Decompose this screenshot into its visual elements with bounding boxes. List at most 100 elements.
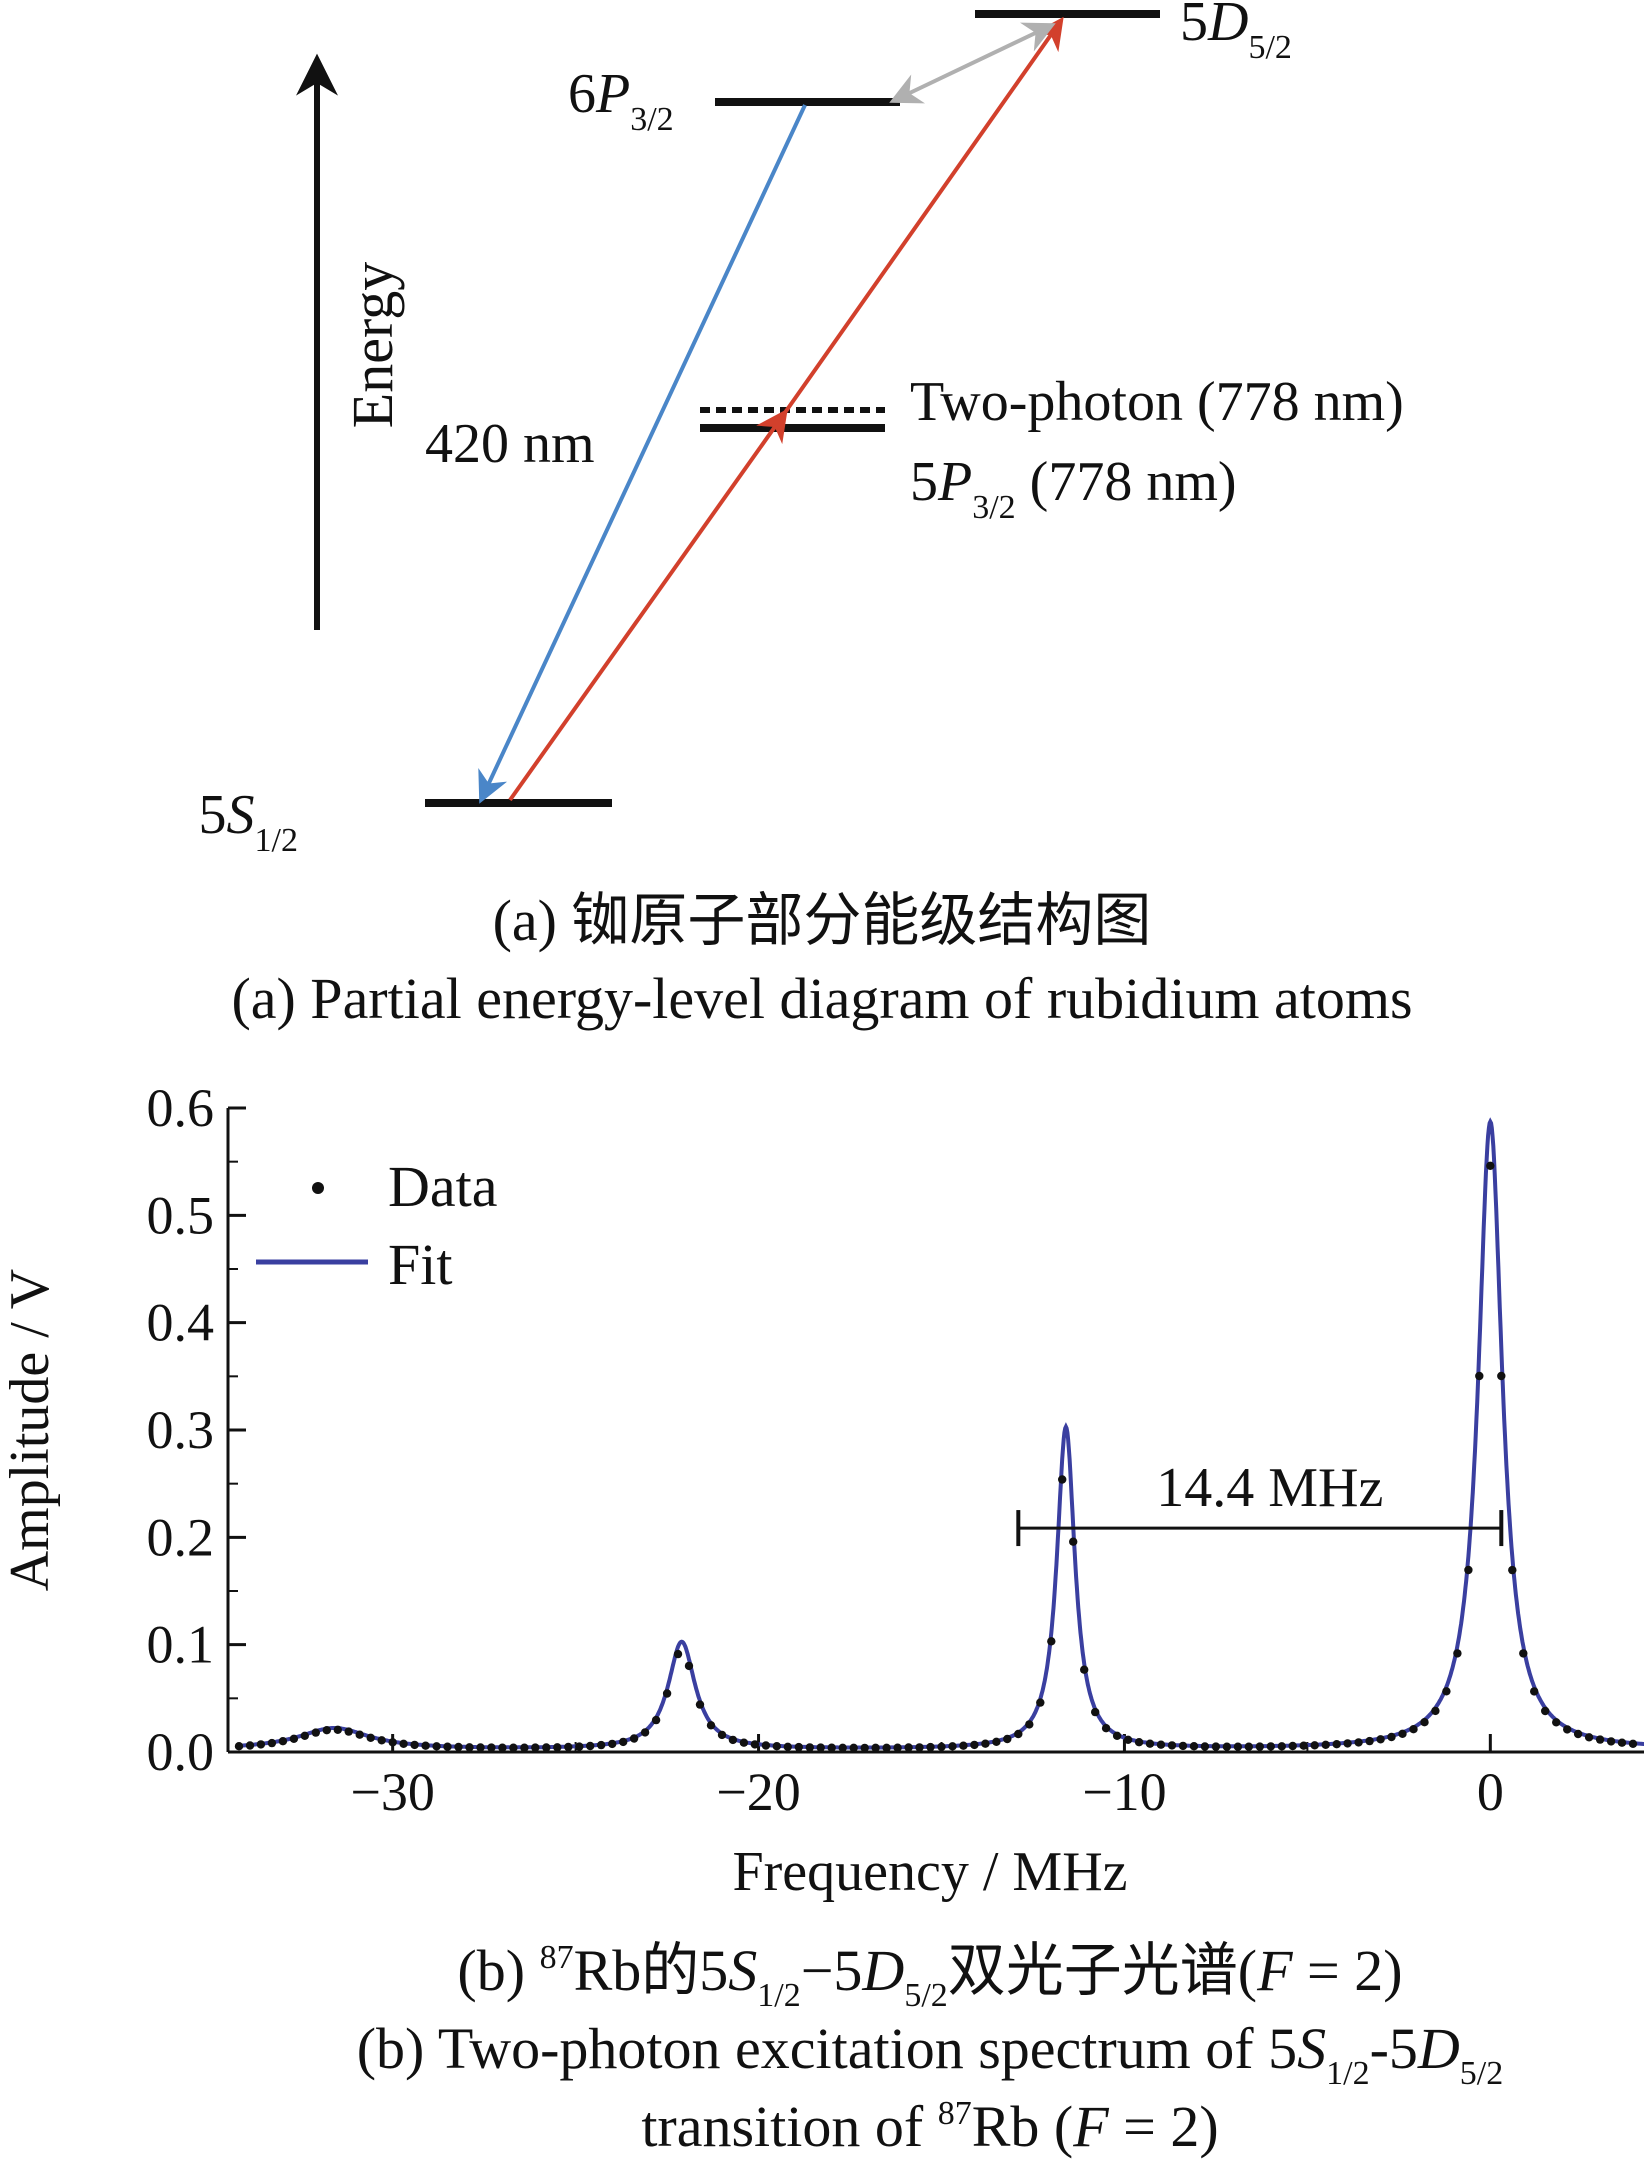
- data-point: [278, 1737, 288, 1746]
- data-point: [750, 1740, 760, 1749]
- data-point: [1617, 1738, 1627, 1747]
- data-point: [553, 1743, 562, 1752]
- data-point: [333, 1725, 342, 1735]
- y-tick-label: 0.0: [147, 1722, 215, 1782]
- data-point: [1552, 1718, 1561, 1727]
- splitting-label: 14.4 MHz: [1156, 1457, 1383, 1519]
- data-point: [1387, 1732, 1396, 1742]
- data-point: [1101, 1724, 1111, 1733]
- data-point: [959, 1741, 968, 1750]
- data-point: [421, 1741, 430, 1750]
- data-point: [805, 1743, 814, 1752]
- data-point: [1420, 1718, 1429, 1727]
- y-tick-label: 0.1: [147, 1615, 215, 1675]
- data-point: [904, 1743, 913, 1752]
- data-point: [564, 1742, 573, 1752]
- level-label-5d52: 5D5/2: [1180, 0, 1292, 66]
- data-point: [432, 1742, 441, 1751]
- data-point: [1628, 1739, 1638, 1749]
- data-point: [586, 1741, 595, 1751]
- x-tick-label: −10: [1082, 1762, 1166, 1822]
- data-point: [1606, 1737, 1616, 1746]
- data-point: [465, 1743, 474, 1752]
- data-point: [1266, 1742, 1276, 1751]
- data-point: [816, 1743, 825, 1752]
- panel-a-energy-diagram: Energy 5S1/2 6P3/2 5D5/2 420 nm Two-phot…: [199, 0, 1413, 1031]
- y-axis-title: Amplitude / V: [0, 1269, 61, 1592]
- legend-data-marker: [312, 1182, 324, 1194]
- x-tick-label: −20: [716, 1762, 800, 1822]
- caption-b-en-line1: (b) Two-photon excitation spectrum of 5S…: [357, 2016, 1504, 2092]
- data-point: [992, 1737, 1001, 1747]
- legend: Data Fit: [256, 1154, 498, 1297]
- caption-a-cn: (a) 铷原子部分能级结构图: [493, 888, 1152, 953]
- data-point: [1376, 1735, 1385, 1744]
- data-point: [619, 1737, 628, 1747]
- plot-area: 0.0 0.1 0.2 0.3 0.4 0.5 0.6 −30 −20 −10 0 14.4 MH…: [147, 1078, 1644, 1822]
- data-point: [948, 1742, 957, 1751]
- red-two-photon-arrow-lower: [508, 408, 788, 802]
- y-tick-label: 0.4: [147, 1293, 215, 1353]
- data-point: [1288, 1741, 1297, 1751]
- data-point: [399, 1739, 408, 1749]
- panel-b-spectrum-chart: 0.0 0.1 0.2 0.3 0.4 0.5 0.6 −30 −20 −10 0 14.4 MH…: [0, 1078, 1644, 2159]
- data-point: [1519, 1649, 1528, 1658]
- splitting-annotation: 14.4 MHz: [1016, 1457, 1504, 1547]
- data-point: [1398, 1729, 1407, 1739]
- data-point: [1123, 1735, 1133, 1745]
- data-point: [1508, 1565, 1517, 1575]
- data-point: [542, 1743, 551, 1752]
- data-point: [487, 1743, 496, 1752]
- gray-coupling-arrow: [889, 22, 1056, 104]
- data-point: [981, 1739, 990, 1748]
- data-point: [926, 1742, 935, 1752]
- caption-b-cn: (b) 87Rb的5S1/2−5D5/2双光子光谱(F = 2): [457, 1938, 1402, 2014]
- data-point: [1584, 1733, 1594, 1742]
- data-point: [1475, 1371, 1484, 1381]
- level-label-5s12: 5S1/2: [199, 784, 298, 859]
- data-point: [629, 1734, 639, 1743]
- data-point: [1332, 1740, 1341, 1749]
- data-point: [245, 1741, 255, 1750]
- data-point: [640, 1728, 650, 1737]
- data-point: [1025, 1720, 1034, 1729]
- data-point: [531, 1743, 540, 1752]
- data-point: [289, 1734, 299, 1744]
- data-point: [1233, 1742, 1243, 1751]
- data-point: [1595, 1735, 1605, 1744]
- data-point: [498, 1743, 507, 1752]
- data-point: [893, 1743, 902, 1752]
- data-point: [1497, 1371, 1506, 1381]
- level-label-5p32: 5P3/2 (778 nm): [910, 451, 1237, 526]
- blue-420nm-arrow: [478, 104, 807, 804]
- data-point: [1145, 1739, 1155, 1748]
- data-point: [1453, 1649, 1462, 1658]
- data-point: [1200, 1742, 1210, 1751]
- data-point: [970, 1740, 979, 1750]
- data-point: [871, 1743, 880, 1753]
- data-point: [1156, 1740, 1166, 1749]
- x-tick-label: −30: [350, 1762, 434, 1822]
- x-tick-label: 0: [1477, 1762, 1504, 1822]
- data-point: [761, 1741, 771, 1750]
- data-point: [1244, 1742, 1254, 1751]
- data-point: [311, 1728, 320, 1737]
- data-point: [1222, 1742, 1232, 1751]
- data-point: [1442, 1687, 1451, 1696]
- data-point: [1134, 1738, 1144, 1747]
- x-axis-title: Frequency / MHz: [732, 1841, 1127, 1903]
- data-point: [1189, 1742, 1199, 1751]
- y-tick-label: 0.6: [147, 1078, 215, 1138]
- data-point: [794, 1742, 803, 1752]
- data-point: [377, 1736, 386, 1745]
- data-point: [662, 1689, 672, 1698]
- data-point: [1080, 1665, 1089, 1674]
- y-tick-label: 0.5: [147, 1185, 215, 1245]
- data-point: [937, 1742, 946, 1752]
- data-point: [300, 1731, 309, 1741]
- data-point: [1464, 1565, 1473, 1575]
- y-tick-label: 0.3: [147, 1400, 215, 1460]
- data-point: [454, 1742, 463, 1752]
- data-point: [1069, 1537, 1078, 1546]
